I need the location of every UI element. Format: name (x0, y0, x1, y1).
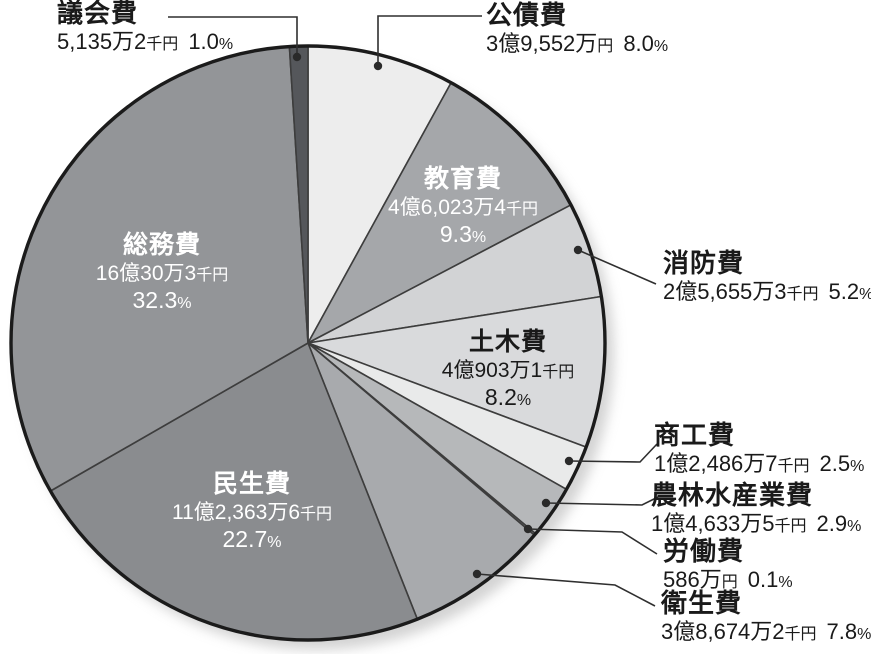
slice-percent: 0.1% (747, 567, 793, 593)
slice-percent: 1.0% (188, 29, 234, 55)
slice-amount: 3億8,674万2千円 (661, 619, 817, 645)
slice-name: 衛生費 (661, 588, 743, 618)
slice-percent: 5.2% (828, 279, 871, 305)
label-minseihi: 民生費 11億2,363万6千円 22.7% (172, 471, 332, 554)
slice-name: 総務費 (122, 231, 202, 259)
leader-dot-商工費 (564, 456, 574, 466)
slice-name: 農林水産業費 (651, 480, 814, 510)
leader-dot-公債費 (373, 61, 383, 71)
label-rodohi: 労働費 586万円 0.1% (663, 536, 793, 594)
leader-line-農林水産業費 (545, 496, 659, 506)
label-kyoikuhi: 教育費 4億6,023万4千円 9.3% (388, 166, 538, 249)
slice-amount: 16億30万3千円 (95, 262, 229, 286)
slice-amount: 5,135万2千円 (57, 29, 179, 55)
slice-name: 商工費 (654, 420, 736, 450)
label-shobohi: 消防費 2億5,655万3千円 5.2% (663, 248, 871, 306)
slice-percent: 2.5% (819, 451, 865, 477)
slice-percent: 22.7% (222, 526, 282, 553)
leader-dot-農林水産業費 (541, 498, 551, 508)
leader-line-労働費 (527, 528, 658, 555)
pie-outline (9, 44, 607, 642)
slice-percent: 8.2% (484, 384, 532, 411)
slice-amount: 1億4,633万5千円 (651, 511, 807, 537)
label-dobokuhi: 土木費 4億903万1千円 8.2% (442, 329, 574, 412)
leader-line-消防費 (577, 249, 657, 285)
slice-percent: 7.8% (826, 619, 871, 645)
label-somuhi: 総務費 16億30万3千円 32.3% (96, 232, 228, 315)
leader-dot-消防費 (573, 245, 583, 255)
leader-dot-議会費 (292, 52, 302, 62)
slice-amount: 586万円 (663, 567, 738, 593)
slice-amount: 4億903万1千円 (441, 359, 575, 383)
slice-name: 土木費 (468, 328, 548, 356)
leader-dot-衛生費 (472, 569, 482, 579)
leader-line-公債費 (377, 15, 482, 66)
slice-name: 消防費 (663, 248, 745, 278)
label-shokohi: 商工費 1億2,486万7千円 2.5% (654, 420, 865, 478)
label-norinsuisangyohi: 農林水産業費 1億4,633万5千円 2.9% (651, 480, 862, 538)
slice-name: 教育費 (423, 165, 502, 193)
slice-amount: 4億6,023万4千円 (388, 196, 538, 220)
slice-name: 労働費 (663, 536, 745, 566)
slice-percent: 9.3% (439, 221, 487, 248)
slice-percent: 32.3% (132, 287, 192, 314)
leader-line-衛生費 (476, 573, 656, 607)
slice-name: 議会費 (57, 0, 139, 28)
slice-amount: 11億2,363万6千円 (171, 501, 333, 525)
leader-dot-労働費 (523, 524, 533, 534)
slice-name: 民生費 (212, 470, 292, 498)
slice-amount: 1億2,486万7千円 (654, 451, 810, 477)
label-gikaihi: 議会費 5,135万2千円 1.0% (57, 0, 233, 56)
leader-line-議会費 (168, 16, 298, 57)
label-kosaihi: 公債費 3億9,552万円 8.0% (486, 0, 669, 58)
slice-name: 公債費 (486, 0, 568, 30)
slice-amount: 3億9,552万円 (486, 31, 614, 57)
label-eiseihi: 衛生費 3億8,674万2千円 7.8% (661, 588, 871, 646)
slice-amount: 2億5,655万3千円 (663, 279, 819, 305)
leader-line-商工費 (568, 443, 658, 463)
slice-percent: 8.0% (623, 31, 669, 57)
slice-percent: 2.9% (816, 511, 862, 537)
